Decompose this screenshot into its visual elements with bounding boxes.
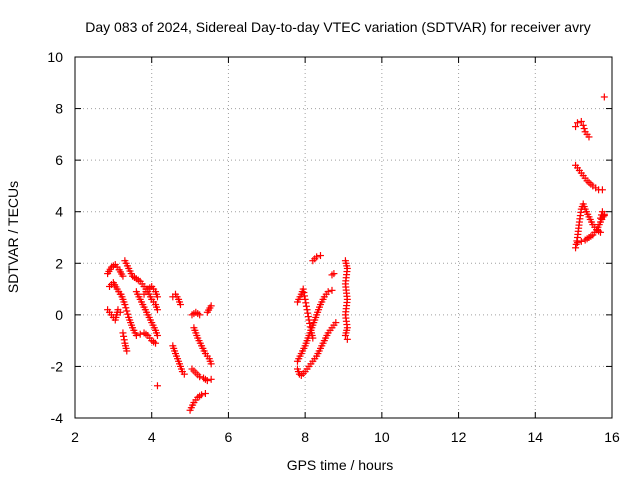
data-point [302,302,310,310]
data-marks [104,93,608,414]
data-point [153,382,161,390]
data-point [119,272,127,280]
axis-ticks [74,56,613,419]
y-tick-label: 0 [55,307,63,323]
y-tick-label: 6 [55,152,63,168]
y-tick-label: 2 [55,255,63,271]
data-point [123,307,131,315]
y-tick-labels: -4 -2 0 2 4 6 8 10 [47,49,63,426]
data-point [577,117,585,125]
data-point [598,186,606,194]
data-point [304,313,312,321]
data-point [120,332,128,340]
y-tick-label: -4 [51,410,64,426]
data-point [330,270,338,278]
data-point [153,306,161,314]
data-point [121,301,129,309]
data-point [180,370,188,378]
data-point [600,212,608,220]
data-point [153,331,161,339]
data-point [203,377,211,385]
grid [75,57,612,418]
chart-title: Day 083 of 2024, Sidereal Day-to-day VTE… [85,19,591,35]
data-point [324,288,332,296]
y-tick-label: -2 [51,358,64,374]
data-point [304,309,312,317]
data-point [580,125,588,133]
data-point [343,335,351,343]
data-point [207,360,215,368]
data-point [572,123,580,131]
data-point [196,373,204,381]
data-point [201,390,209,398]
data-point [152,339,160,347]
data-point [124,310,132,318]
data-point [572,240,580,248]
data-point [198,391,206,399]
data-point [132,331,140,339]
data-point [299,285,307,293]
data-point [153,293,161,301]
data-point [116,308,124,316]
data-point [302,299,310,307]
x-tick-label: 6 [225,429,233,445]
data-point [341,331,349,339]
data-point [196,311,204,319]
data-point [596,214,604,222]
data-point [313,253,321,261]
data-point [328,286,336,294]
data-point [303,306,311,314]
data-point [207,302,215,310]
plot-frame [74,56,613,419]
y-tick-label: 4 [55,204,63,220]
data-point [573,239,581,247]
data-point [119,329,127,337]
y-tick-label: 8 [55,101,63,117]
data-point [300,289,308,297]
data-point [306,319,314,327]
y-axis-label: SDTVAR / TECUs [5,181,21,293]
data-point [122,304,130,312]
x-axis-label: GPS time / hours [287,457,394,473]
x-tick-label: 16 [604,429,620,445]
data-point [123,347,131,355]
data-point [600,93,608,101]
x-tick-label: 14 [527,429,543,445]
data-point [573,119,581,127]
data-point [332,319,340,327]
x-tick-label: 2 [71,429,79,445]
data-point [301,292,309,300]
data-point [572,244,580,252]
data-point [598,208,606,216]
y-tick-label: 10 [47,49,63,65]
data-point [316,252,324,260]
x-tick-label: 8 [301,429,309,445]
x-tick-labels: 2 4 6 8 10 12 14 16 [71,429,620,445]
data-point [176,301,184,309]
x-tick-label: 10 [374,429,390,445]
data-point [301,295,309,303]
data-point [577,237,585,245]
x-tick-label: 4 [148,429,156,445]
data-point [579,121,587,129]
x-tick-label: 12 [451,429,467,445]
data-point [585,133,593,141]
data-point [207,375,215,383]
data-point [120,336,128,344]
